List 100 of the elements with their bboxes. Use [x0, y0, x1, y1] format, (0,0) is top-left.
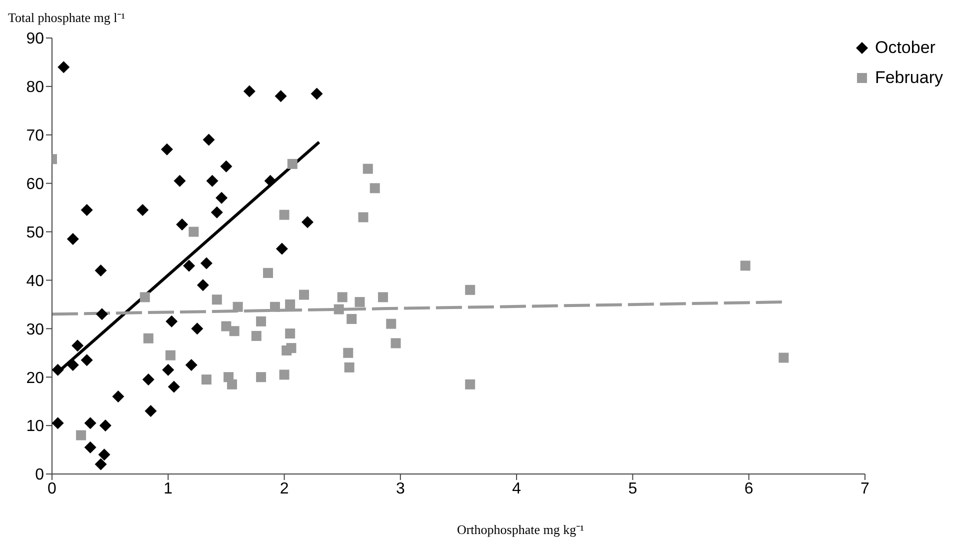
point — [168, 380, 180, 393]
y-tick-label: 90 — [26, 30, 44, 48]
point — [251, 330, 262, 341]
point — [210, 206, 223, 218]
point — [196, 279, 209, 292]
point — [52, 417, 64, 430]
point — [84, 441, 96, 454]
point — [183, 260, 196, 272]
point — [174, 174, 186, 187]
point — [346, 314, 357, 324]
point — [58, 61, 70, 74]
point — [286, 343, 296, 354]
point — [229, 326, 240, 336]
y-tick-label: 80 — [26, 79, 44, 96]
point — [256, 316, 266, 326]
point — [143, 333, 154, 344]
point — [185, 359, 198, 371]
point — [80, 354, 93, 366]
point — [212, 294, 222, 305]
point — [165, 350, 176, 360]
point — [52, 364, 64, 376]
y-tick-label: 0 — [35, 466, 44, 484]
point — [285, 299, 296, 310]
point — [386, 318, 396, 329]
point — [740, 260, 750, 271]
legend-label: February — [874, 68, 943, 88]
point — [202, 134, 215, 146]
point — [344, 362, 354, 372]
point — [112, 390, 124, 402]
point — [96, 308, 108, 320]
point — [206, 174, 218, 187]
point — [160, 143, 173, 156]
point — [276, 242, 288, 255]
point — [279, 210, 290, 220]
x-tick-label: 4 — [512, 480, 522, 498]
point — [201, 374, 212, 385]
x-tick-label: 1 — [164, 480, 173, 498]
point — [220, 160, 232, 172]
point — [221, 321, 232, 332]
x-tick-label: 0 — [48, 480, 57, 498]
point — [72, 340, 84, 352]
x-tick-label: 6 — [744, 480, 754, 498]
point — [310, 88, 323, 100]
point — [256, 372, 266, 382]
point — [136, 204, 149, 216]
point — [274, 90, 287, 102]
point — [162, 364, 174, 376]
x-tick-label: 3 — [396, 480, 405, 498]
legend-label: October — [874, 38, 936, 58]
point — [99, 420, 112, 432]
y-tick-label: 70 — [26, 128, 44, 145]
point — [200, 257, 212, 270]
point — [94, 458, 107, 470]
point — [76, 430, 86, 440]
point — [80, 204, 93, 216]
point — [263, 268, 274, 278]
y-tick-label: 40 — [26, 272, 44, 290]
point — [337, 292, 348, 302]
x-tick-label: 7 — [860, 480, 870, 498]
y-tick-label: 60 — [26, 176, 44, 194]
x-tick-label: 5 — [628, 480, 638, 498]
point — [465, 379, 476, 390]
y-axis-title: Total phosphate mg l⁻¹ — [8, 9, 126, 26]
point — [188, 226, 199, 237]
y-tick-label: 10 — [26, 418, 44, 436]
point — [358, 212, 368, 222]
point — [227, 379, 238, 390]
point — [84, 417, 96, 430]
point — [279, 370, 290, 380]
y-tick-label: 20 — [26, 370, 44, 387]
point — [176, 218, 188, 231]
point — [166, 315, 178, 328]
point — [232, 302, 243, 312]
point — [334, 304, 344, 314]
point — [299, 290, 310, 300]
point — [140, 292, 150, 302]
point — [370, 183, 380, 194]
point — [778, 352, 789, 363]
point — [66, 233, 79, 246]
point — [285, 328, 296, 339]
point — [287, 158, 298, 169]
point — [378, 292, 388, 302]
point — [465, 284, 476, 295]
point — [243, 85, 256, 98]
point — [98, 448, 110, 461]
point — [94, 264, 107, 277]
point — [302, 216, 314, 228]
point — [343, 348, 354, 358]
point — [142, 374, 154, 386]
x-tick-label: 2 — [280, 480, 289, 498]
y-tick-label: 50 — [26, 224, 44, 242]
point — [270, 302, 280, 312]
point — [191, 322, 204, 335]
x-axis-title: Orthophosphate mg kg⁻¹ — [456, 521, 586, 538]
point — [216, 192, 228, 204]
y-tick-label: 30 — [26, 321, 44, 338]
point — [66, 359, 79, 371]
point — [354, 297, 365, 308]
point — [264, 174, 276, 187]
point — [390, 338, 401, 348]
